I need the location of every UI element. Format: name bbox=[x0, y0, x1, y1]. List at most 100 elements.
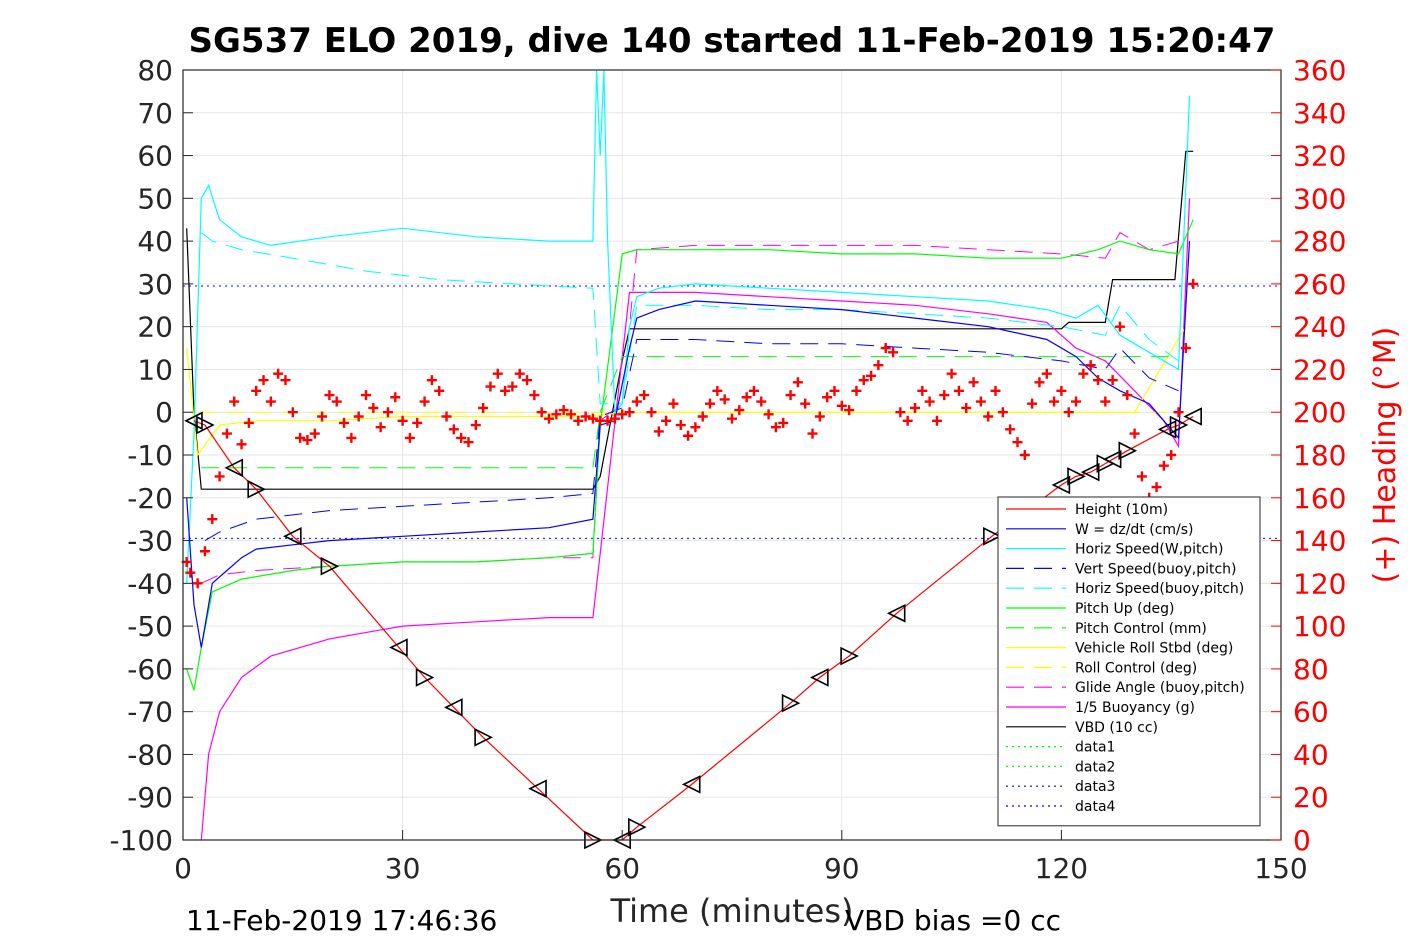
x-tick-label: 150 bbox=[1254, 852, 1307, 885]
heading-marker bbox=[361, 390, 371, 401]
heading-marker bbox=[712, 385, 723, 396]
y-tick-label: -60 bbox=[127, 653, 173, 686]
heading-marker bbox=[500, 385, 511, 396]
height-marker bbox=[628, 817, 647, 837]
series-line bbox=[200, 198, 1191, 841]
heading-marker bbox=[192, 578, 203, 589]
x-tick-label: 120 bbox=[1035, 852, 1088, 885]
heading-marker bbox=[727, 413, 737, 424]
heading-marker bbox=[953, 385, 964, 396]
y-right-tick-label: 20 bbox=[1293, 781, 1329, 814]
heading-marker bbox=[1173, 407, 1184, 418]
y-right-tick-label: 240 bbox=[1293, 311, 1346, 344]
y-tick-label: -30 bbox=[127, 525, 173, 558]
heading-marker bbox=[243, 417, 254, 428]
heading-marker bbox=[902, 415, 913, 426]
y-tick-label: 50 bbox=[137, 182, 173, 215]
legend: Height (10m) W = dz/dt (cm/s) Horiz Speed(… bbox=[997, 496, 1261, 827]
y-tick-label: 60 bbox=[137, 140, 173, 173]
heading-marker bbox=[492, 368, 503, 379]
legend-label: data3 bbox=[1075, 779, 1115, 795]
y-tick-label: -70 bbox=[127, 696, 173, 729]
heading-marker bbox=[529, 390, 540, 401]
heading-marker bbox=[324, 390, 335, 401]
heading-marker bbox=[624, 407, 635, 418]
height-marker bbox=[1051, 475, 1071, 495]
y-tick-label: -90 bbox=[127, 781, 173, 814]
heading-marker bbox=[536, 407, 547, 418]
heading-marker bbox=[265, 396, 276, 407]
height-marker bbox=[1169, 415, 1189, 435]
heading-marker bbox=[419, 396, 430, 407]
legend-label: Height (10m) bbox=[1075, 502, 1168, 518]
heading-marker bbox=[463, 437, 474, 448]
legend-label: Pitch Control (mm) bbox=[1075, 621, 1207, 637]
y-right-tick-label: 280 bbox=[1293, 225, 1346, 258]
heading-marker bbox=[199, 546, 210, 557]
series-line bbox=[200, 232, 1179, 405]
height-marker bbox=[389, 638, 408, 657]
heading-marker bbox=[426, 375, 437, 386]
heading-marker bbox=[763, 409, 774, 420]
heading-marker bbox=[302, 435, 313, 446]
heading-marker bbox=[1093, 375, 1103, 386]
heading-marker bbox=[1063, 407, 1074, 418]
y-right-tick-label: 100 bbox=[1293, 610, 1346, 643]
heading-marker bbox=[895, 407, 906, 418]
heading-marker bbox=[1041, 368, 1052, 379]
heading-marker bbox=[273, 368, 284, 379]
height-marker bbox=[320, 556, 340, 576]
heading-marker bbox=[939, 390, 950, 401]
legend-label: data4 bbox=[1075, 799, 1116, 815]
series-line bbox=[186, 219, 1194, 691]
footer-vbd-bias: VBD bias =0 cc bbox=[845, 904, 1061, 937]
y-right-tick-label: 140 bbox=[1293, 525, 1346, 558]
heading-marker bbox=[866, 370, 877, 381]
heading-marker bbox=[185, 567, 196, 578]
heading-marker bbox=[1158, 460, 1169, 471]
heading-marker bbox=[748, 385, 759, 396]
y-tick-label: 70 bbox=[137, 97, 173, 130]
heading-marker bbox=[236, 439, 247, 450]
heading-marker bbox=[507, 381, 518, 392]
legend-label: data2 bbox=[1075, 759, 1115, 775]
heading-marker bbox=[397, 415, 408, 426]
heading-marker bbox=[1100, 396, 1111, 407]
height-marker bbox=[528, 779, 547, 798]
y-tick-label: 40 bbox=[137, 225, 173, 258]
right-axis-label: (+) Heading (°M) bbox=[1368, 327, 1403, 584]
heading-marker bbox=[1129, 428, 1140, 439]
heading-marker bbox=[983, 411, 994, 422]
height-markers bbox=[184, 407, 1202, 850]
heading-marker bbox=[1078, 368, 1089, 379]
heading-marker bbox=[368, 402, 379, 413]
legend-label: Horiz Speed(buoy,pitch) bbox=[1075, 581, 1244, 597]
heading-marker bbox=[617, 409, 628, 420]
y-right-tick-label: 360 bbox=[1293, 54, 1346, 87]
y-tick-label: 80 bbox=[137, 54, 173, 87]
height-marker bbox=[415, 668, 435, 687]
heading-marker bbox=[317, 411, 328, 422]
heading-marker bbox=[251, 385, 262, 396]
heading-marker bbox=[1122, 390, 1133, 401]
heading-marker bbox=[734, 405, 745, 416]
height-marker bbox=[681, 775, 701, 794]
heading-marker bbox=[1049, 396, 1060, 407]
height-marker bbox=[1067, 467, 1086, 486]
heading-marker bbox=[1188, 278, 1199, 289]
heading-marker bbox=[668, 398, 679, 409]
footer-timestamp: 11-Feb-2019 17:46:36 bbox=[186, 904, 497, 937]
heading-marker bbox=[287, 407, 298, 418]
heading-marker bbox=[448, 424, 459, 435]
y-right-tick-label: 260 bbox=[1293, 268, 1346, 301]
heading-marker bbox=[924, 396, 935, 407]
height-marker bbox=[474, 728, 493, 747]
legend-label: Glide Angle (buoy,pitch) bbox=[1075, 680, 1245, 696]
heading-marker bbox=[631, 396, 642, 407]
heading-marker bbox=[229, 396, 240, 407]
y-tick-label: -20 bbox=[127, 482, 173, 515]
y-tick-label: -40 bbox=[127, 567, 173, 600]
y-right-tick-label: 300 bbox=[1293, 182, 1346, 215]
heading-marker bbox=[844, 405, 855, 416]
heading-marker bbox=[719, 394, 730, 405]
